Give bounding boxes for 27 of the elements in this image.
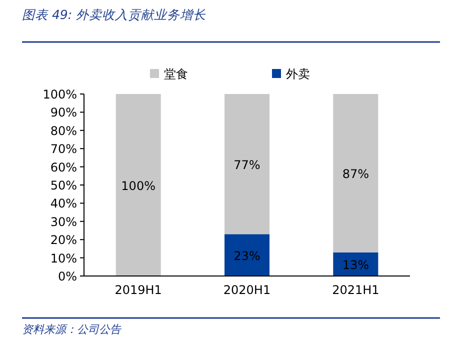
y-tick-label: 90% (50, 106, 77, 120)
bar (224, 94, 270, 234)
text: 资料来源：公司公告 (22, 323, 122, 336)
y-tick-label: 10% (50, 251, 77, 266)
data-label: 13% (342, 258, 370, 272)
y-tick-label: 60% (50, 160, 77, 174)
legend-label: 堂食 (164, 67, 188, 81)
y-tick-label: 100% (42, 88, 77, 102)
y-tick-label: 50% (50, 178, 77, 192)
data-label: 100% (121, 179, 156, 193)
bar (116, 94, 161, 276)
x-tick-label: 2021H1 (332, 283, 380, 297)
chart-title: 图表 49: 外卖收入贡献业务增长 (22, 7, 206, 22)
y-tick-label: 70% (50, 142, 77, 156)
bar (224, 234, 270, 276)
x-tick-label: 2020H1 (223, 283, 271, 297)
y-tick-label: 80% (50, 124, 77, 138)
bar (333, 94, 378, 252)
y-tick-label: 40% (50, 196, 77, 211)
data-label: 77% (234, 158, 260, 172)
x-tick-label: 2019H1 (114, 283, 162, 297)
y-tick-label: 0% (58, 270, 77, 284)
data-label: 23% (234, 249, 260, 264)
y-tick-label: 20% (50, 233, 77, 248)
y-tick-label: 30% (50, 214, 77, 229)
legend-label: 外卖 (286, 67, 310, 81)
data-label: 87% (342, 167, 370, 182)
